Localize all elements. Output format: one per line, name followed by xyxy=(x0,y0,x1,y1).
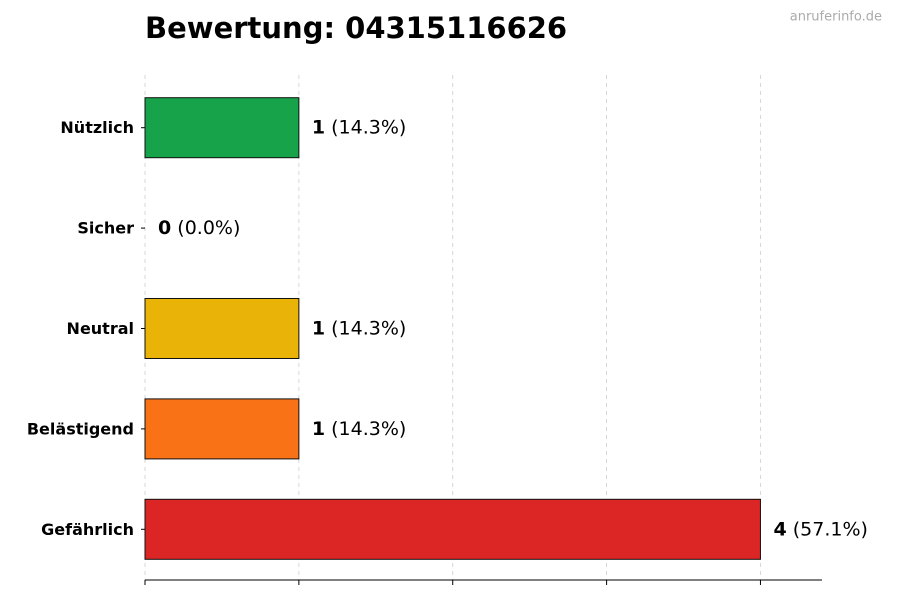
percent-label: (14.3%) xyxy=(331,317,406,339)
value-label: 4 (57.1%) xyxy=(773,518,867,540)
bar xyxy=(144,398,300,460)
value-label: 0 (0.0%) xyxy=(158,217,240,239)
percent-label: (14.3%) xyxy=(331,116,406,138)
value-label: 1 (14.3%) xyxy=(312,317,406,339)
value-number: 1 xyxy=(312,317,325,339)
percent-label: (57.1%) xyxy=(793,518,868,540)
value-number: 4 xyxy=(773,518,786,540)
value-number: 1 xyxy=(312,116,325,138)
bar xyxy=(144,498,761,560)
value-label: 1 (14.3%) xyxy=(312,116,406,138)
bar xyxy=(144,298,300,359)
value-number: 1 xyxy=(312,417,325,439)
chart-title: Bewertung: 04315116626 xyxy=(145,11,567,45)
y-tick-label: Neutral xyxy=(67,319,134,338)
percent-label: (0.0%) xyxy=(177,217,240,239)
bar xyxy=(144,97,300,159)
value-label: 1 (14.3%) xyxy=(312,417,406,439)
percent-label: (14.3%) xyxy=(331,417,406,439)
y-tick-label: Nützlich xyxy=(60,118,134,137)
watermark: anruferinfo.de xyxy=(790,10,882,25)
y-tick-label: Gefährlich xyxy=(41,520,134,539)
y-tick-label: Sicher xyxy=(77,219,134,238)
y-tick-label: Belästigend xyxy=(27,419,134,438)
value-number: 0 xyxy=(158,217,171,239)
